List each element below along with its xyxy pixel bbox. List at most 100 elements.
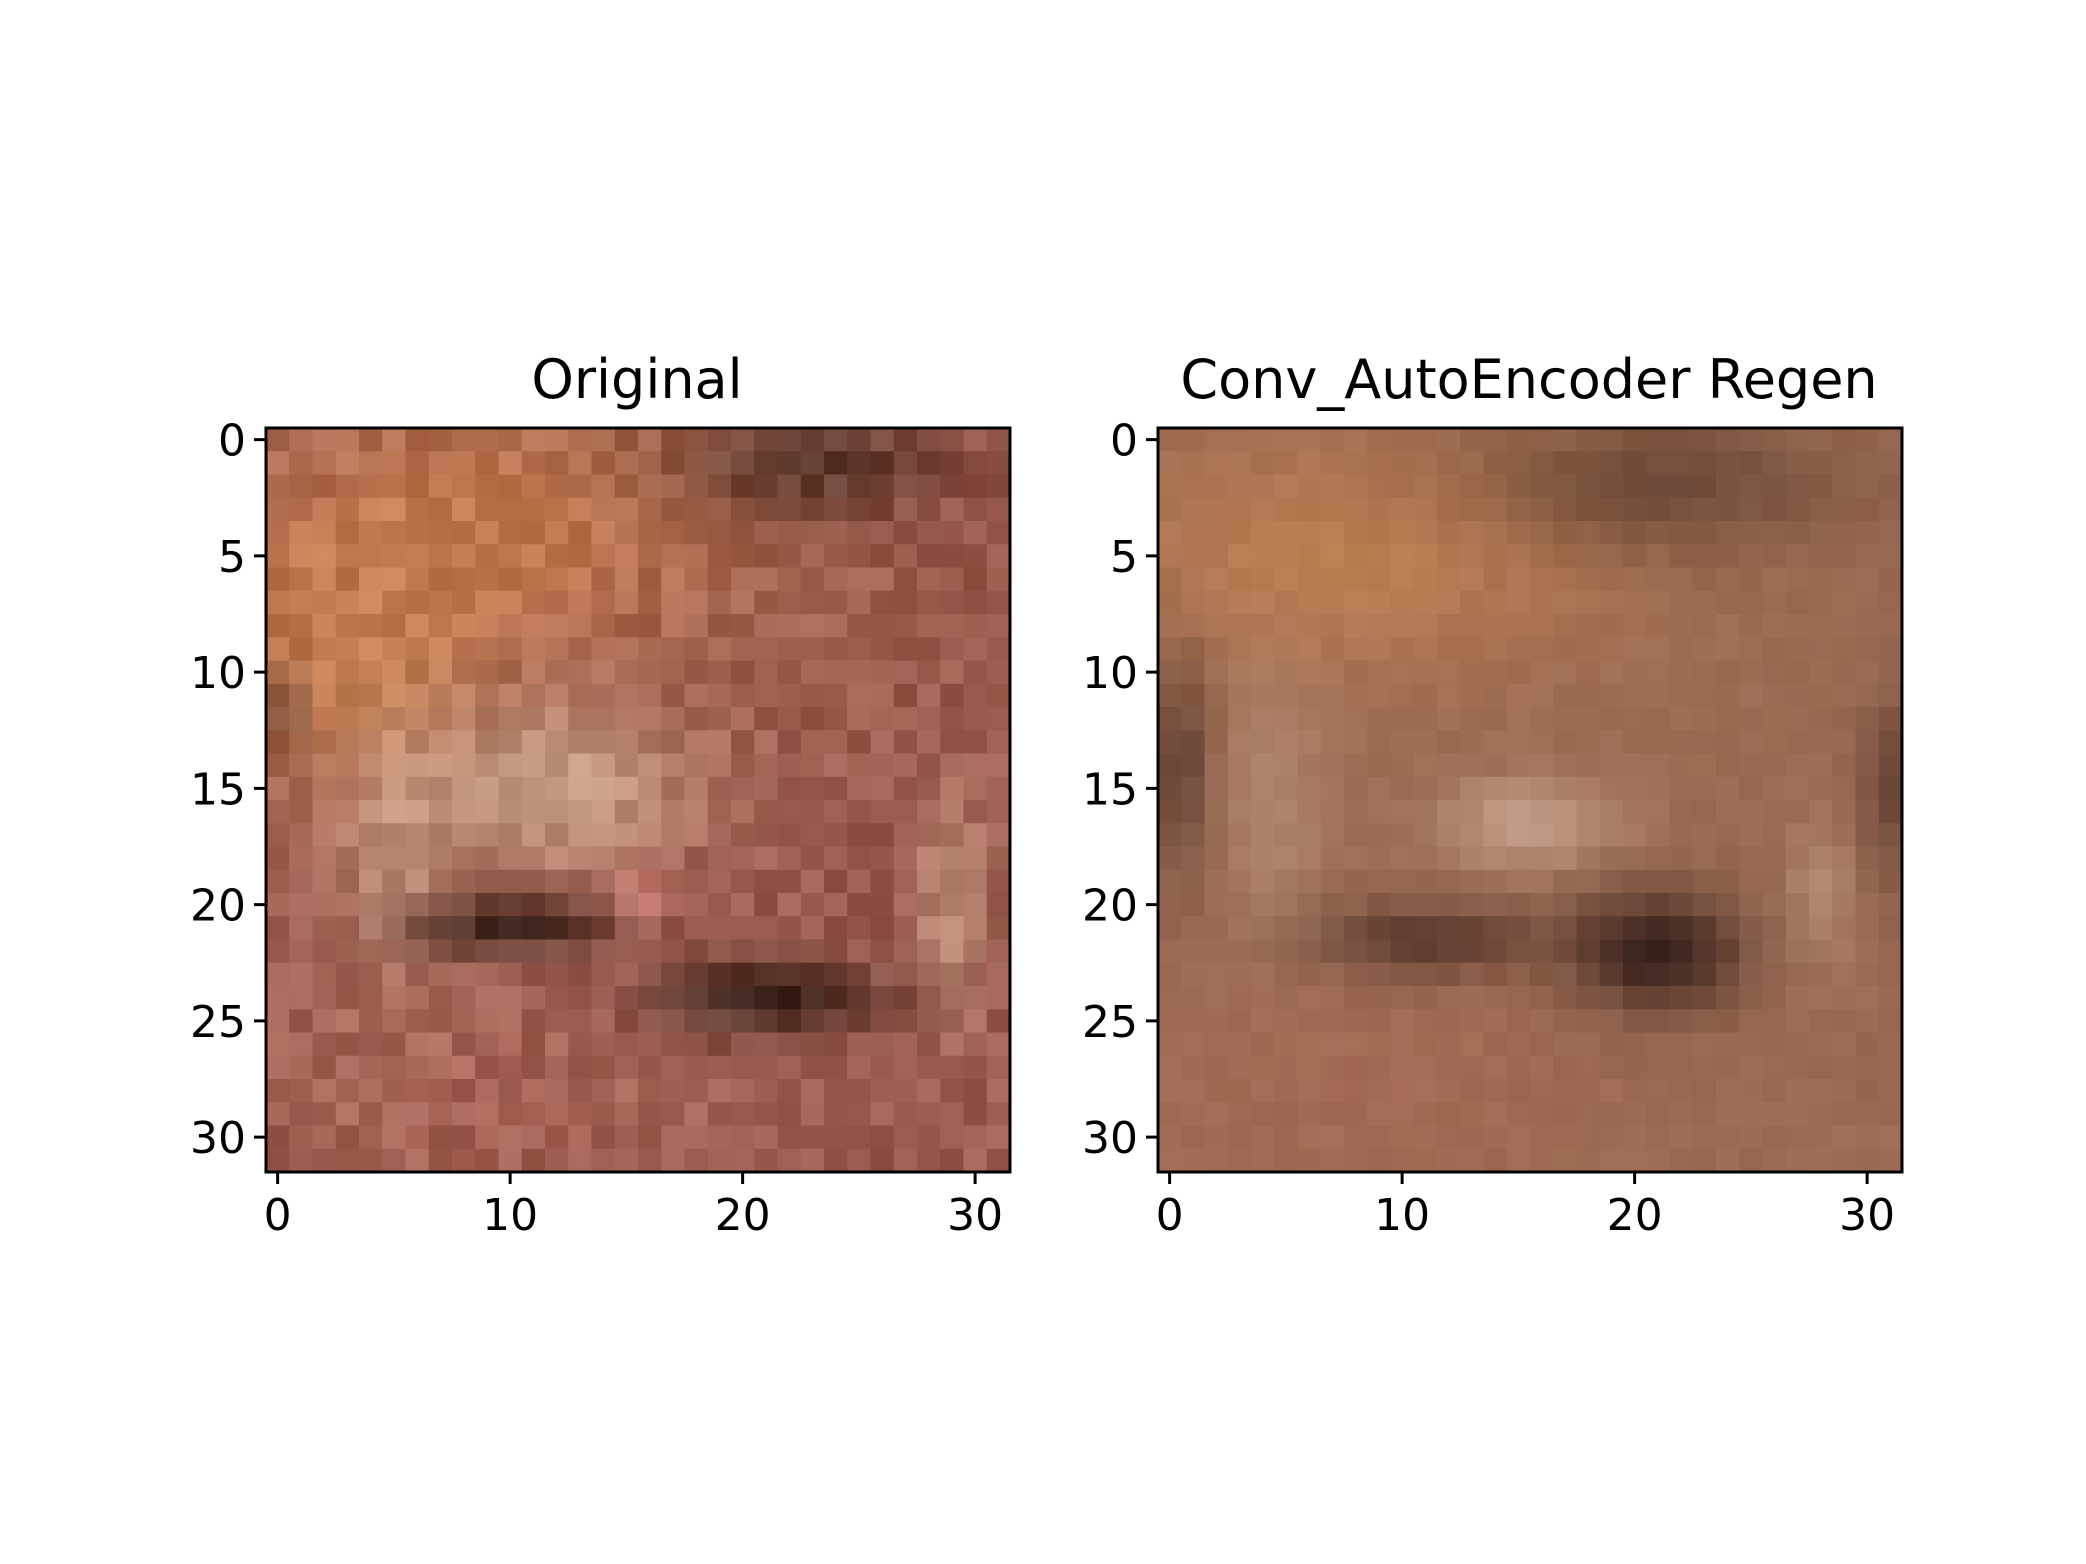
image-pixel — [1739, 939, 1764, 964]
image-pixel — [382, 1102, 407, 1127]
image-pixel — [1460, 986, 1485, 1010]
image-pixel — [893, 800, 918, 824]
image-pixel — [405, 614, 430, 638]
image-pixel — [824, 823, 848, 848]
image-pixel — [1785, 753, 1810, 778]
image-pixel — [661, 962, 686, 987]
image-pixel — [405, 428, 430, 452]
image-pixel — [1437, 893, 1461, 917]
image-pixel — [1251, 567, 1275, 592]
image-pixel — [521, 1009, 546, 1034]
image-pixel — [1251, 497, 1275, 522]
image-pixel — [1739, 1055, 1764, 1080]
image-pixel — [707, 660, 732, 685]
image-pixel — [1460, 939, 1485, 964]
image-pixel — [1204, 753, 1229, 778]
image-pixel — [917, 800, 941, 824]
image-pixel — [1762, 1055, 1787, 1080]
image-pixel — [1878, 800, 1903, 824]
image-pixel — [1204, 544, 1229, 569]
image-pixel — [382, 986, 407, 1010]
image-pixel — [591, 962, 616, 987]
image-pixel — [986, 544, 1011, 569]
image-pixel — [986, 1102, 1011, 1127]
image-pixel — [1623, 1009, 1647, 1034]
image-pixel — [1483, 800, 1508, 824]
image-pixel — [591, 823, 616, 848]
image-pixel — [824, 753, 848, 778]
image-pixel — [707, 474, 732, 499]
image-pixel — [1832, 869, 1857, 894]
image-pixel — [591, 730, 616, 755]
image-pixel — [986, 939, 1011, 964]
image-pixel — [266, 753, 290, 778]
image-pixel — [1437, 730, 1461, 755]
image-pixel — [1274, 986, 1299, 1010]
image-pixel — [1460, 707, 1485, 731]
image-pixel — [266, 428, 290, 452]
image-pixel — [1878, 776, 1903, 801]
image-pixel — [731, 1148, 755, 1173]
image-pixel — [591, 916, 616, 941]
image-pixel — [1320, 707, 1345, 731]
image-pixel — [963, 986, 988, 1010]
image-pixel — [1832, 893, 1857, 917]
image-pixel — [1855, 428, 1880, 452]
image-pixel — [1832, 939, 1857, 964]
image-pixel — [707, 776, 732, 801]
image-pixel — [1274, 1102, 1299, 1127]
image-pixel — [1739, 451, 1764, 476]
image-pixel — [1878, 846, 1903, 871]
image-pixel — [1460, 1009, 1485, 1034]
image-pixel — [1390, 683, 1415, 708]
image-pixel — [1832, 962, 1857, 987]
image-pixel — [754, 451, 779, 476]
image-pixel — [1483, 846, 1508, 871]
image-pixel — [847, 637, 872, 662]
image-pixel — [1297, 1055, 1322, 1080]
image-pixel — [1367, 1148, 1392, 1173]
image-pixel — [754, 1079, 779, 1103]
image-pixel — [1390, 428, 1415, 452]
image-pixel — [521, 986, 546, 1010]
image-pixel — [1809, 986, 1833, 1010]
image-pixel — [1762, 962, 1787, 987]
image-pixel — [568, 544, 593, 569]
image-pixel — [545, 428, 569, 452]
image-pixel — [1855, 590, 1880, 615]
image-pixel — [614, 916, 639, 941]
image-pixel — [731, 451, 755, 476]
image-pixel — [1460, 497, 1485, 522]
image-pixel — [289, 428, 314, 452]
image-pixel — [707, 1009, 732, 1034]
image-pixel — [452, 776, 476, 801]
image-pixel — [359, 846, 383, 871]
image-pixel — [1227, 730, 1252, 755]
image-pixel — [800, 916, 825, 941]
image-pixel — [638, 544, 662, 569]
image-pixel — [498, 1079, 523, 1103]
image-pixel — [661, 1125, 686, 1150]
image-pixel — [1344, 683, 1368, 708]
image-pixel — [428, 567, 453, 592]
image-pixel — [335, 962, 360, 987]
image-pixel — [1181, 590, 1206, 615]
image-pixel — [1227, 986, 1252, 1010]
image-pixel — [986, 660, 1011, 685]
image-pixel — [382, 962, 407, 987]
image-pixel — [824, 1102, 848, 1127]
image-pixel — [1437, 660, 1461, 685]
image-pixel — [335, 776, 360, 801]
image-pixel — [1413, 823, 1438, 848]
image-pixel — [1251, 521, 1275, 545]
image-pixel — [986, 800, 1011, 824]
image-pixel — [475, 753, 500, 778]
image-pixel — [1367, 707, 1392, 731]
image-pixel — [707, 893, 732, 917]
image-pixel — [1576, 707, 1601, 731]
image-pixel — [1413, 776, 1438, 801]
image-pixel — [568, 614, 593, 638]
image-pixel — [661, 521, 686, 545]
image-pixel — [707, 497, 732, 522]
image-pixel — [963, 1079, 988, 1103]
